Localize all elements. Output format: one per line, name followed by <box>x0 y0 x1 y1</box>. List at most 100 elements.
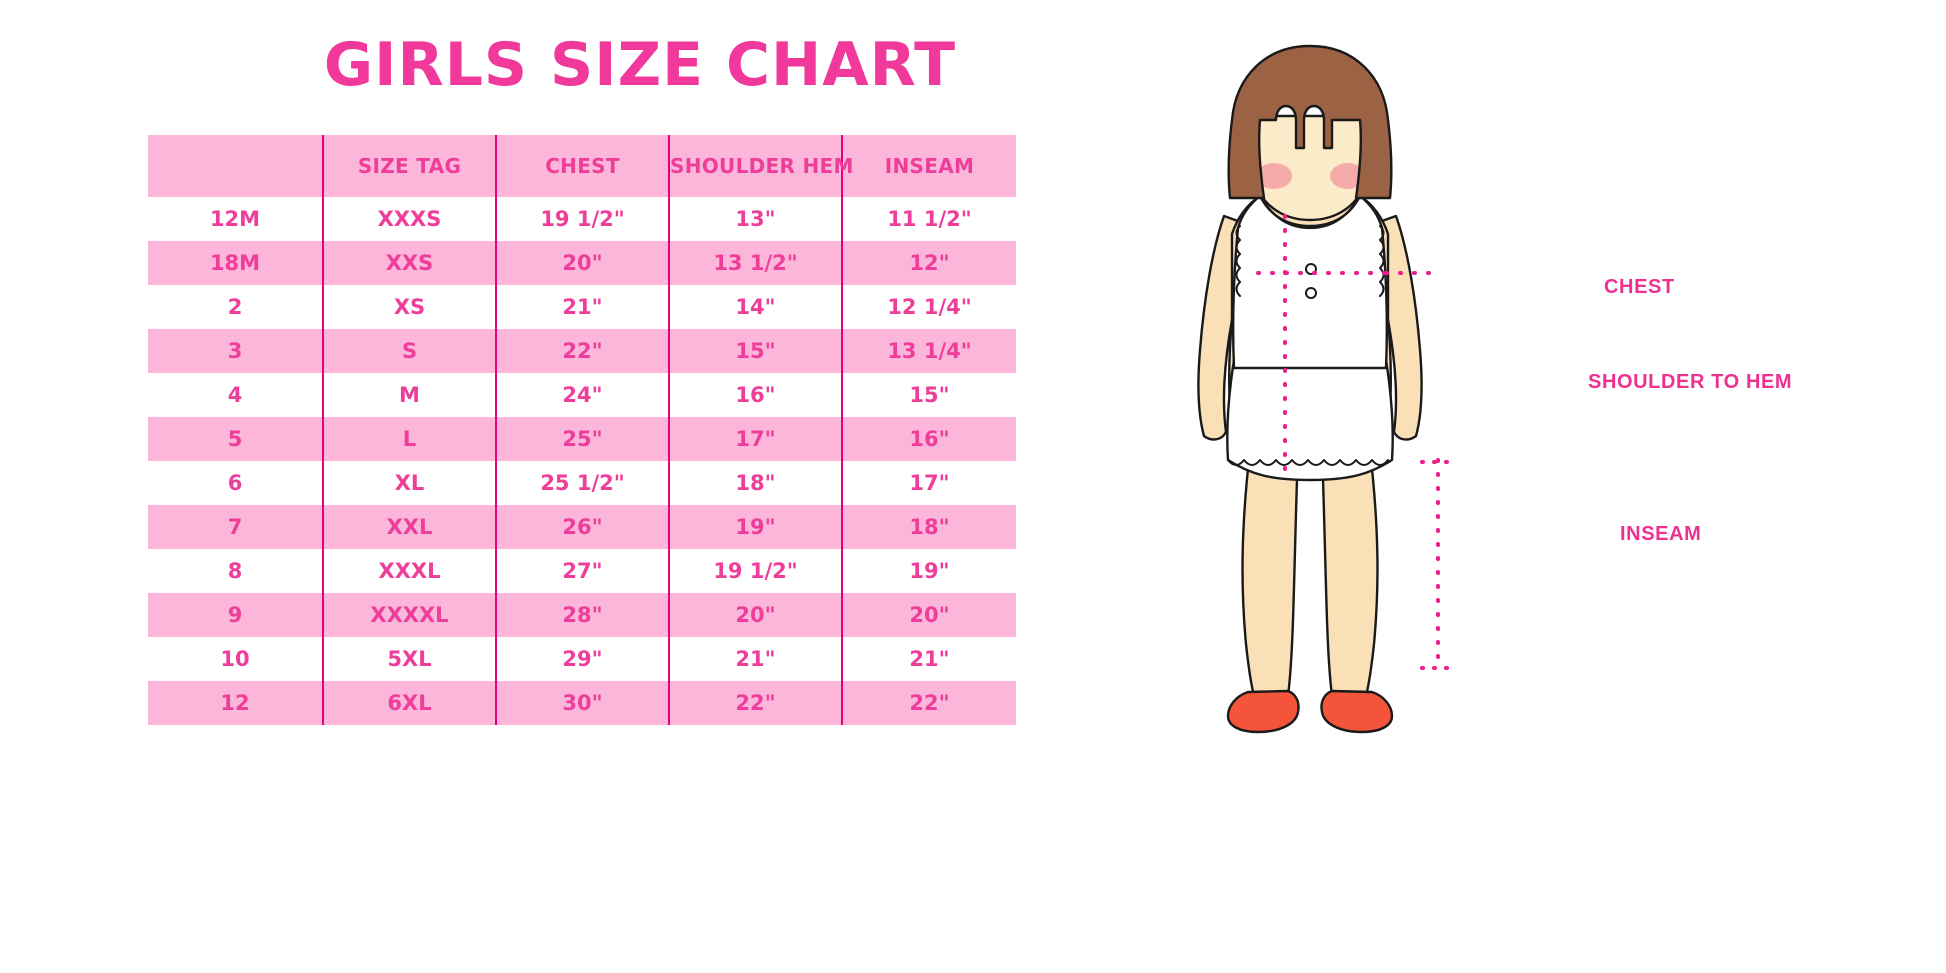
skirt <box>1226 358 1394 482</box>
cell-shoulder-hem: 18" <box>668 461 842 505</box>
cell-size-tag: S <box>322 329 496 373</box>
cell-inseam: 18" <box>841 505 1016 549</box>
table-row: 10 5XL 29" 21" 21" <box>148 637 1016 681</box>
cell-inseam: 19" <box>841 549 1016 593</box>
cell-chest: 28" <box>495 593 669 637</box>
cell-size: 8 <box>148 549 323 593</box>
right-shoe <box>1320 689 1394 734</box>
size-chart-table-container: SIZE TAG CHEST SHOULDER HEM INSEAM 12M XX… <box>148 135 1016 725</box>
cell-inseam: 22" <box>841 681 1016 725</box>
cell-size-tag: XXXS <box>322 197 496 241</box>
annotation-shoulder-to-hem: SHOULDER TO HEM <box>1588 371 1793 393</box>
table-row: 3 S 22" 15" 13 1/4" <box>148 329 1016 373</box>
cell-chest: 22" <box>495 329 669 373</box>
skirt-hem-scallop <box>1227 459 1389 466</box>
cell-chest: 25" <box>495 417 669 461</box>
cell-size: 2 <box>148 285 323 329</box>
cell-size-tag: XXS <box>322 241 496 285</box>
top-right-ruffle <box>1379 225 1385 297</box>
cell-shoulder-hem: 14" <box>668 285 842 329</box>
cell-chest: 27" <box>495 549 669 593</box>
cell-size: 10 <box>148 637 323 681</box>
table-row: 18M XXS 20" 13 1/2" 12" <box>148 241 1016 285</box>
cell-size-tag: M <box>322 373 496 417</box>
cell-chest: 26" <box>495 505 669 549</box>
cell-inseam: 15" <box>841 373 1016 417</box>
table-body: 12M XXXS 19 1/2" 13" 11 1/2" 18M XXS 20" 13 1/2"… <box>148 197 1016 725</box>
cell-size: 9 <box>148 593 323 637</box>
cell-shoulder-hem: 19 1/2" <box>668 549 842 593</box>
cell-inseam: 21" <box>841 637 1016 681</box>
table-row: 2 XS 21" 14" 12 1/4" <box>148 285 1016 329</box>
annotation-inseam: INSEAM <box>1620 523 1702 545</box>
girl-illustration <box>1100 20 1520 740</box>
cell-size: 12 <box>148 681 323 725</box>
cell-chest: 29" <box>495 637 669 681</box>
table-row: 6 XL 25 1/2" 18" 17" <box>148 461 1016 505</box>
table-row: 9 XXXXL 28" 20" 20" <box>148 593 1016 637</box>
cell-size-tag: 5XL <box>322 637 496 681</box>
cell-size: 3 <box>148 329 323 373</box>
right-leg <box>1320 448 1379 698</box>
cell-inseam: 16" <box>841 417 1016 461</box>
cell-shoulder-hem: 22" <box>668 681 842 725</box>
table-row: 4 M 24" 16" 15" <box>148 373 1016 417</box>
cell-shoulder-hem: 15" <box>668 329 842 373</box>
cell-inseam: 12" <box>841 241 1016 285</box>
cell-chest: 19 1/2" <box>495 197 669 241</box>
cell-size: 4 <box>148 373 323 417</box>
left-blush <box>1256 163 1292 189</box>
cell-chest: 30" <box>495 681 669 725</box>
cell-chest: 21" <box>495 285 669 329</box>
column-header-inseam: INSEAM <box>841 135 1016 197</box>
table-row: 12 6XL 30" 22" 22" <box>148 681 1016 725</box>
hair <box>1227 44 1393 200</box>
size-chart-table: SIZE TAG CHEST SHOULDER HEM INSEAM 12M XX… <box>148 135 1016 725</box>
cell-shoulder-hem: 16" <box>668 373 842 417</box>
table-header-row: SIZE TAG CHEST SHOULDER HEM INSEAM <box>148 135 1016 197</box>
table-row: 5 L 25" 17" 16" <box>148 417 1016 461</box>
cell-size-tag: XL <box>322 461 496 505</box>
cell-inseam: 11 1/2" <box>841 197 1016 241</box>
button-lower <box>1305 287 1317 299</box>
cell-inseam: 17" <box>841 461 1016 505</box>
cell-shoulder-hem: 13 1/2" <box>668 241 842 285</box>
cell-size: 12M <box>148 197 323 241</box>
neckline <box>1260 196 1360 230</box>
table-row: 12M XXXS 19 1/2" 13" 11 1/2" <box>148 197 1016 241</box>
cell-chest: 20" <box>495 241 669 285</box>
cell-size-tag: XXXL <box>322 549 496 593</box>
cell-size-tag: XXL <box>322 505 496 549</box>
column-header-chest: CHEST <box>495 135 669 197</box>
cell-size-tag: 6XL <box>322 681 496 725</box>
cell-inseam: 13 1/4" <box>841 329 1016 373</box>
cell-size: 5 <box>148 417 323 461</box>
cell-shoulder-hem: 19" <box>668 505 842 549</box>
cell-shoulder-hem: 17" <box>668 417 842 461</box>
table-row: 7 XXL 26" 19" 18" <box>148 505 1016 549</box>
annotation-chest: CHEST <box>1604 276 1675 298</box>
cell-inseam: 12 1/4" <box>841 285 1016 329</box>
cell-size: 18M <box>148 241 323 285</box>
cell-chest: 25 1/2" <box>495 461 669 505</box>
cell-shoulder-hem: 20" <box>668 593 842 637</box>
cell-size-tag: XS <box>322 285 496 329</box>
cell-chest: 24" <box>495 373 669 417</box>
page-title: GIRLS SIZE CHART <box>323 30 957 100</box>
left-leg <box>1241 448 1300 698</box>
cell-size-tag: L <box>322 417 496 461</box>
cell-inseam: 20" <box>841 593 1016 637</box>
cell-size: 6 <box>148 461 323 505</box>
column-header-size <box>148 135 323 197</box>
top-left-ruffle <box>1235 225 1241 297</box>
cell-shoulder-hem: 21" <box>668 637 842 681</box>
cell-shoulder-hem: 13" <box>668 197 842 241</box>
column-header-shoulder-hem: SHOULDER HEM <box>668 135 853 197</box>
left-shoe <box>1226 689 1300 734</box>
table-row: 8 XXXL 27" 19 1/2" 19" <box>148 549 1016 593</box>
left-shoe-strap <box>1247 693 1295 708</box>
cell-size-tag: XXXXL <box>322 593 496 637</box>
right-shoe-strap <box>1325 693 1373 708</box>
cell-size: 7 <box>148 505 323 549</box>
